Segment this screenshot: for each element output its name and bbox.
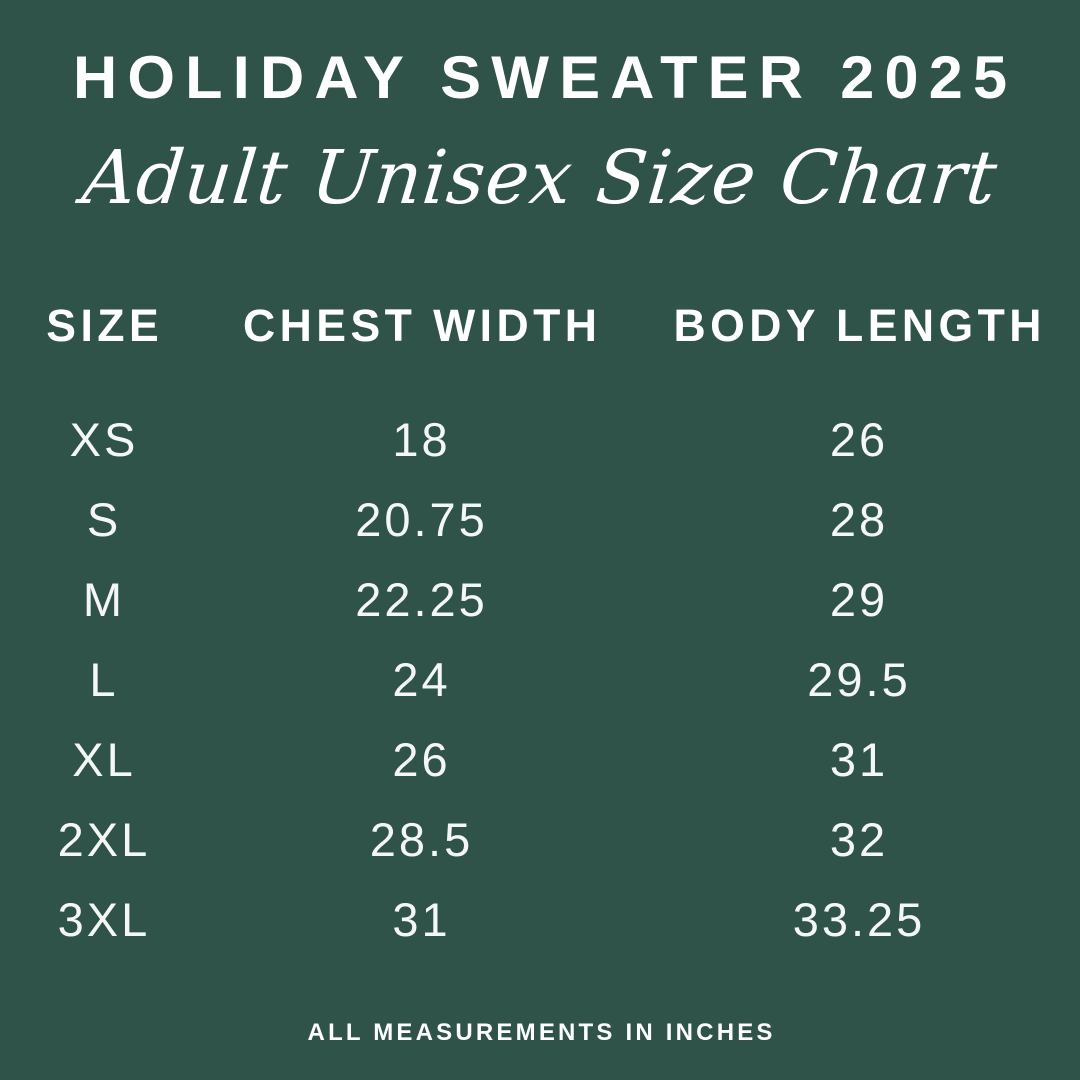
table-row: 2XL 28.5 32 bbox=[0, 800, 1080, 880]
cell-chest-width: 26 bbox=[392, 733, 451, 786]
cell-size: M bbox=[82, 573, 126, 626]
cell-body-length: 33.25 bbox=[792, 893, 926, 946]
cell-size: S bbox=[86, 493, 122, 546]
cell-chest-width: 18 bbox=[392, 413, 451, 466]
column-header-body-length: BODY LENGTH bbox=[673, 300, 1046, 351]
cell-body-length: 32 bbox=[829, 813, 889, 866]
cell-chest-width: 22.25 bbox=[355, 573, 488, 626]
size-chart-table: SIZE CHEST WIDTH BODY LENGTH XS 18 26 S … bbox=[0, 300, 1080, 960]
cell-chest-width: 20.75 bbox=[355, 493, 488, 546]
page-title: HOLIDAY SWEATER 2025 bbox=[72, 44, 1018, 111]
cell-size: 2XL bbox=[57, 813, 151, 866]
cell-size: XL bbox=[72, 733, 136, 786]
cell-chest-width: 31 bbox=[392, 893, 451, 946]
cell-body-length: 26 bbox=[829, 413, 889, 466]
column-header-size: SIZE bbox=[46, 300, 164, 351]
cell-chest-width: 28.5 bbox=[369, 813, 474, 866]
table-header-row: SIZE CHEST WIDTH BODY LENGTH bbox=[0, 300, 1080, 362]
table-row: S 20.75 28 bbox=[0, 480, 1080, 560]
cell-size: L bbox=[89, 653, 119, 706]
cell-body-length: 31 bbox=[829, 733, 889, 786]
cell-body-length: 29.5 bbox=[807, 653, 911, 706]
cell-body-length: 29 bbox=[829, 573, 889, 626]
cell-body-length: 28 bbox=[829, 493, 889, 546]
table-row: L 24 29.5 bbox=[0, 640, 1080, 720]
page-subtitle: Adult Unisex Size Chart bbox=[78, 135, 1002, 221]
table-row: 3XL 31 33.25 bbox=[0, 880, 1080, 960]
table-row: XS 18 26 bbox=[0, 400, 1080, 480]
cell-size: XS bbox=[69, 413, 139, 466]
column-header-chest-width: CHEST WIDTH bbox=[243, 300, 602, 351]
cell-size: 3XL bbox=[57, 893, 151, 946]
table-row: XL 26 31 bbox=[0, 720, 1080, 800]
cell-chest-width: 24 bbox=[392, 653, 451, 706]
header-body-divider bbox=[0, 362, 1080, 400]
measurement-units-note: ALL MEASUREMENTS IN INCHES bbox=[307, 1019, 776, 1046]
table-row: M 22.25 29 bbox=[0, 560, 1080, 640]
